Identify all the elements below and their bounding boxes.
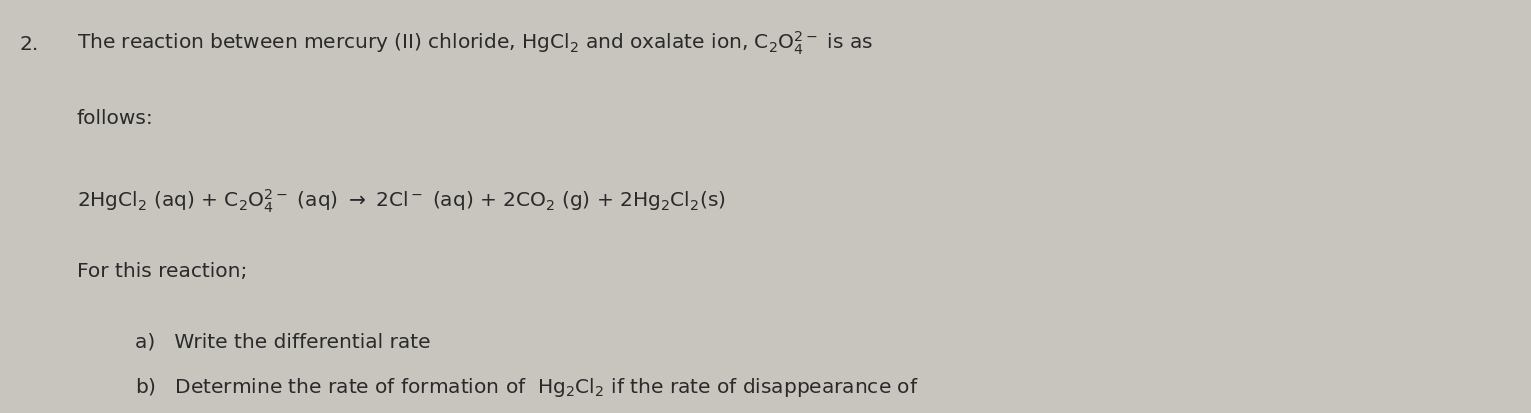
- Text: For this reaction;: For this reaction;: [77, 262, 246, 281]
- Text: b)   Determine the rate of formation of  Hg$_2$Cl$_2$ if the rate of disappearan: b) Determine the rate of formation of Hg…: [135, 375, 919, 398]
- Text: 2.: 2.: [20, 35, 40, 54]
- Text: follows:: follows:: [77, 109, 153, 128]
- Text: The reaction between mercury (II) chloride, HgCl$_2$ and oxalate ion, C$_2$O$_4^: The reaction between mercury (II) chlori…: [77, 30, 873, 57]
- Text: a)   Write the differential rate: a) Write the differential rate: [135, 332, 430, 351]
- Text: 2HgCl$_2$ (aq) + C$_2$O$_4^{2-}$ (aq) $\rightarrow$ 2Cl$^-$ (aq) + 2CO$_2$ (g) +: 2HgCl$_2$ (aq) + C$_2$O$_4^{2-}$ (aq) $\…: [77, 187, 726, 214]
